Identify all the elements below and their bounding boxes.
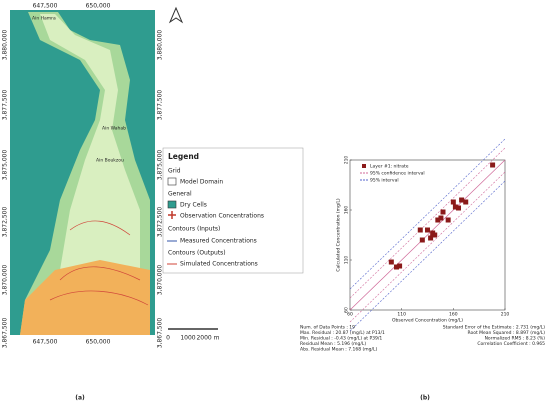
label: Dry Cells bbox=[180, 202, 207, 209]
point bbox=[397, 263, 403, 269]
label: Root Mean Squared : 8.897 (mg/L) bbox=[468, 330, 546, 336]
north-arrow bbox=[168, 6, 184, 24]
point bbox=[438, 215, 444, 221]
label: Num. of Data Points : 19 bbox=[300, 325, 355, 331]
confidence-line bbox=[349, 147, 506, 299]
label: 160 bbox=[449, 312, 458, 318]
label: Model Domain bbox=[180, 179, 223, 186]
point bbox=[463, 199, 469, 205]
label: 0 bbox=[166, 335, 170, 342]
point bbox=[417, 227, 423, 233]
label: 3,877,500 bbox=[157, 90, 164, 121]
label: 3,877,500 bbox=[2, 90, 9, 121]
label: Calculated Concentration (mg/L) bbox=[336, 198, 342, 272]
label: 110 bbox=[397, 312, 406, 318]
label: Ain Wahab bbox=[102, 126, 126, 132]
label: Correlation Coefficient : 0.965 bbox=[477, 341, 545, 347]
label: 3,872,500 bbox=[157, 207, 164, 238]
legend-box bbox=[162, 147, 304, 274]
label: General bbox=[168, 191, 192, 198]
label: 3,870,000 bbox=[2, 265, 9, 296]
point bbox=[459, 197, 465, 203]
legend-swatch bbox=[362, 164, 366, 168]
point bbox=[452, 204, 458, 210]
point bbox=[419, 237, 425, 243]
inner-zone bbox=[40, 14, 140, 270]
point bbox=[445, 217, 451, 223]
label: 647,500 bbox=[33, 339, 58, 346]
label: Simulated Concentrations bbox=[180, 261, 258, 268]
confidence-line bbox=[349, 171, 506, 323]
point bbox=[450, 199, 456, 205]
label: 3,880,000 bbox=[157, 30, 164, 61]
label: 160 bbox=[344, 206, 350, 215]
label: Min. Residual : -0.43 (mg/L) at P39/1 bbox=[300, 336, 382, 342]
interval-line bbox=[349, 138, 506, 290]
label: 60 bbox=[347, 312, 353, 318]
label: Contours (Inputs) bbox=[168, 226, 220, 233]
label: 210 bbox=[501, 312, 510, 318]
interval-line bbox=[349, 180, 506, 332]
label: Max. Residual : 20.87 (mg/L) at P13/1 bbox=[300, 330, 385, 336]
label: Observation Concentrations bbox=[180, 213, 264, 220]
label: 650,000 bbox=[86, 339, 111, 346]
label: Normalized RMS : 8.23 (%) bbox=[485, 336, 546, 342]
high-zone bbox=[20, 260, 150, 335]
point bbox=[456, 205, 461, 211]
label: 647,500 bbox=[33, 3, 58, 10]
point bbox=[432, 232, 438, 238]
label: 60 bbox=[344, 307, 350, 313]
label: Ain Boukzou bbox=[96, 158, 124, 164]
point bbox=[388, 259, 394, 265]
label: Measured Concentrations bbox=[180, 238, 257, 245]
label: 3,875,000 bbox=[157, 150, 164, 181]
label: (b) bbox=[420, 395, 430, 402]
point bbox=[440, 209, 446, 215]
label: 3,867,500 bbox=[2, 318, 9, 349]
label: Residual Mean : 5.196 (mg/L) bbox=[300, 341, 366, 347]
label: 3,870,000 bbox=[157, 265, 164, 296]
point bbox=[428, 235, 434, 241]
label: 650,000 bbox=[86, 3, 111, 10]
label: 3,875,000 bbox=[2, 150, 9, 181]
label: Ain Hamra bbox=[32, 16, 56, 22]
label: 110 bbox=[344, 256, 350, 265]
label: 3,872,500 bbox=[2, 207, 9, 238]
contours bbox=[49, 220, 149, 306]
label: Grid bbox=[168, 168, 181, 175]
label: 3,880,000 bbox=[2, 30, 9, 61]
label: Abs. Residual Mean : 7.168 (mg/L) bbox=[300, 347, 378, 353]
legend-swatch bbox=[168, 211, 176, 219]
point bbox=[490, 162, 496, 168]
label: 95% interval bbox=[370, 178, 399, 184]
label: (a) bbox=[75, 395, 85, 402]
legend-swatch bbox=[167, 200, 177, 209]
label: Layer #1: nitrate bbox=[370, 164, 409, 170]
point bbox=[394, 264, 399, 270]
point bbox=[435, 217, 441, 223]
legend-swatch bbox=[167, 177, 177, 186]
label: 3,867,500 bbox=[157, 318, 164, 349]
label: Contours (Outputs) bbox=[168, 250, 226, 257]
label: Legend bbox=[168, 152, 199, 161]
label: Standard Error of the Estimate : 2.731 (… bbox=[443, 325, 545, 331]
label: 210 bbox=[344, 156, 350, 165]
label: 95% confidence interval bbox=[370, 171, 425, 177]
label: 1000 bbox=[180, 335, 195, 342]
point bbox=[425, 227, 430, 233]
label: 2000 m bbox=[196, 335, 219, 342]
identity-line bbox=[349, 159, 506, 311]
label: Observed Concentration (mg/L) bbox=[392, 318, 463, 324]
